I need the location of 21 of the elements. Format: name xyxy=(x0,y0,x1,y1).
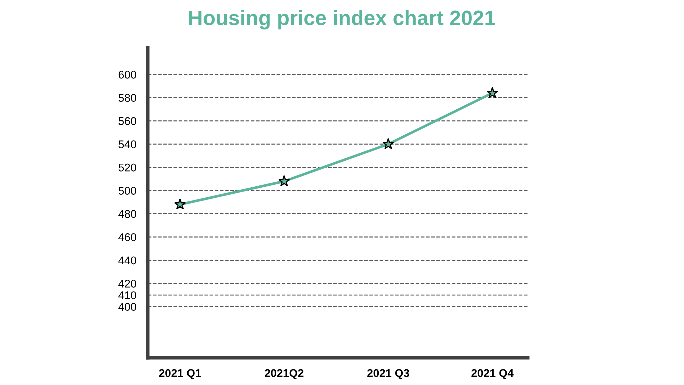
y-tick-label: 520 xyxy=(118,164,136,172)
y-tick-label: 560 xyxy=(118,117,136,126)
point xyxy=(486,87,498,98)
x-tick-label: 2021Q2 xyxy=(265,369,304,380)
y-tick-label: 420 xyxy=(118,280,136,288)
point xyxy=(382,138,394,150)
y-tick-label: 480 xyxy=(118,210,136,218)
y-tick-label: 410 xyxy=(118,292,136,300)
y-tick-label: 580 xyxy=(118,94,136,102)
y-tick-label: 540 xyxy=(118,140,136,148)
point xyxy=(174,198,186,210)
y-tick-label: 460 xyxy=(118,234,136,242)
x-tick-label: 2021 Q3 xyxy=(368,369,410,380)
point xyxy=(278,175,290,187)
x-tick-label: 2021 Q4 xyxy=(472,369,514,380)
chart-title: Housing price index chart 2021 xyxy=(189,10,496,30)
y-tick-label: 400 xyxy=(118,303,136,312)
y-tick-label: 500 xyxy=(118,187,136,195)
x-tick-label: 2021 Q1 xyxy=(159,369,202,380)
y-tick-label: 440 xyxy=(118,256,136,265)
y-tick-label: 600 xyxy=(118,70,136,79)
